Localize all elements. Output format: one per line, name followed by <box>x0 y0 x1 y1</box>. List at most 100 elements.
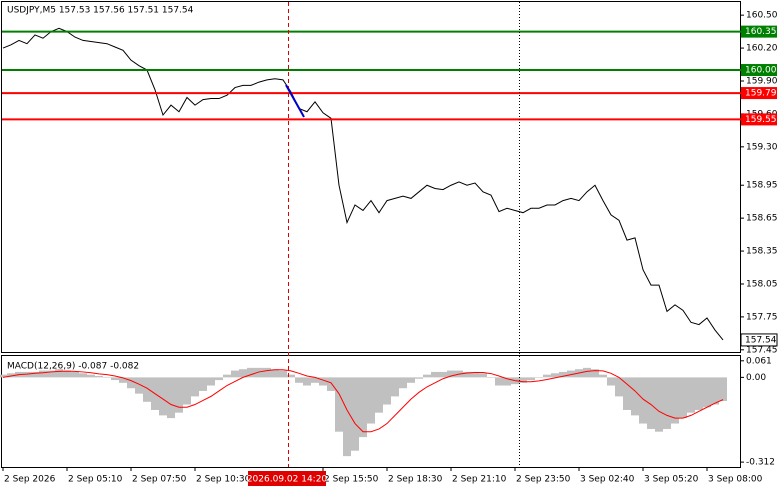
y-tick-label: 159.30 <box>746 142 778 152</box>
macd-bar <box>479 373 487 378</box>
macd-bar <box>191 377 199 397</box>
macd-bar <box>567 370 575 378</box>
macd-bar <box>583 367 591 378</box>
y-tick-label: 159.90 <box>746 76 778 86</box>
macd-bar <box>167 377 175 419</box>
macd-bar <box>271 369 279 378</box>
x-tick-label: 3 Sep 02:40 <box>580 475 635 485</box>
macd-bar <box>655 377 663 432</box>
macd-bar <box>79 373 87 378</box>
last-price-box <box>740 333 778 347</box>
x-tick-label: 2 Sep 23:50 <box>516 475 571 485</box>
macd-bar <box>519 377 527 383</box>
y-tick-label: 158.05 <box>746 279 778 289</box>
macd-bar <box>527 377 535 381</box>
macd-bar <box>487 377 495 378</box>
macd-bar <box>551 373 559 378</box>
macd-bar <box>639 377 647 424</box>
macd-bar <box>415 377 423 379</box>
macd-bar <box>495 377 503 386</box>
macd-bar <box>135 377 143 394</box>
macd-bar <box>231 370 239 378</box>
x-tick-label: 2 Sep 2026 <box>4 475 56 485</box>
macd-bar <box>359 377 367 438</box>
crosshair-label: 2026.09.02 14:20 <box>247 475 328 485</box>
trend-line <box>285 84 305 118</box>
y-tick-label: 158.35 <box>746 247 778 257</box>
macd-bar <box>95 376 103 378</box>
level-label-box <box>741 113 777 126</box>
macd-bar <box>103 377 111 378</box>
macd-bar <box>71 371 79 378</box>
last-price-label: 157.54 <box>745 335 777 345</box>
macd-layer <box>0 367 727 457</box>
macd-bar <box>207 377 215 386</box>
macd-bar <box>471 371 479 378</box>
macd-bar <box>535 377 543 378</box>
macd-bar <box>119 377 127 383</box>
macd-bar <box>327 377 335 391</box>
macd-bar <box>679 377 687 419</box>
macd-bar <box>671 377 679 424</box>
macd-bar <box>87 374 95 378</box>
macd-bar <box>447 370 455 378</box>
macd-bar <box>407 377 415 383</box>
price-header: USDJPY,M5 157.53 157.56 157.51 157.54 <box>7 6 194 16</box>
macd-bar <box>591 369 599 378</box>
macd-bar <box>503 377 511 386</box>
price-panel <box>1 1 741 353</box>
macd-bar <box>343 377 351 457</box>
macd-bar <box>303 377 311 386</box>
macd-panel <box>1 355 741 468</box>
macd-bar <box>31 371 39 378</box>
y-tick-label: 160.50 <box>746 11 778 21</box>
macd-bar <box>439 371 447 378</box>
macd-bar <box>111 377 119 381</box>
macd-bar <box>247 367 255 378</box>
macd-bar <box>375 377 383 413</box>
x-tick-label: 2 Sep 15:50 <box>324 475 379 485</box>
macd-bar <box>279 370 287 378</box>
macd-bar <box>287 374 295 378</box>
macd-bar <box>463 371 471 378</box>
macd-bar <box>399 377 407 389</box>
macd-bar <box>7 373 15 378</box>
x-tick-label: 3 Sep 08:00 <box>708 475 763 485</box>
macd-bar <box>0 374 7 378</box>
axis-layer: 160.50160.20159.90159.60159.30158.95158.… <box>2 11 778 485</box>
macd-bar <box>39 370 47 378</box>
macd-bar <box>391 377 399 397</box>
price-layer <box>2 27 741 341</box>
crosshair-label-box <box>248 471 326 486</box>
level-label: 160.00 <box>745 66 777 76</box>
signal-line <box>2 369 724 433</box>
macd-bar <box>183 377 191 405</box>
macd-bar <box>543 374 551 378</box>
macd-bar <box>383 377 391 405</box>
macd-bar <box>615 377 623 397</box>
level-label-box <box>741 25 777 38</box>
macd-bar <box>239 369 247 378</box>
macd-bar <box>703 377 711 408</box>
level-label: 159.55 <box>745 115 777 125</box>
y-tick-label: 0.061 <box>746 356 772 366</box>
level-label: 159.79 <box>745 89 777 99</box>
level-label-box <box>741 87 777 100</box>
macd-bar <box>599 374 607 378</box>
macd-bar <box>695 377 703 410</box>
macd-bar <box>687 377 695 413</box>
macd-bar <box>295 377 303 383</box>
macd-bar <box>623 377 631 410</box>
macd-bar <box>255 367 263 378</box>
y-tick-label: 157.75 <box>746 312 778 322</box>
y-tick-label: 158.95 <box>746 181 778 191</box>
y-tick-label: 0.00 <box>746 373 766 383</box>
level-label-box <box>741 64 777 77</box>
y-tick-label: 160.20 <box>746 44 778 54</box>
macd-bar <box>719 377 727 401</box>
macd-bar <box>127 377 135 389</box>
level-label: 160.35 <box>745 27 777 37</box>
macd-bar <box>631 377 639 416</box>
macd-bar <box>663 377 671 429</box>
